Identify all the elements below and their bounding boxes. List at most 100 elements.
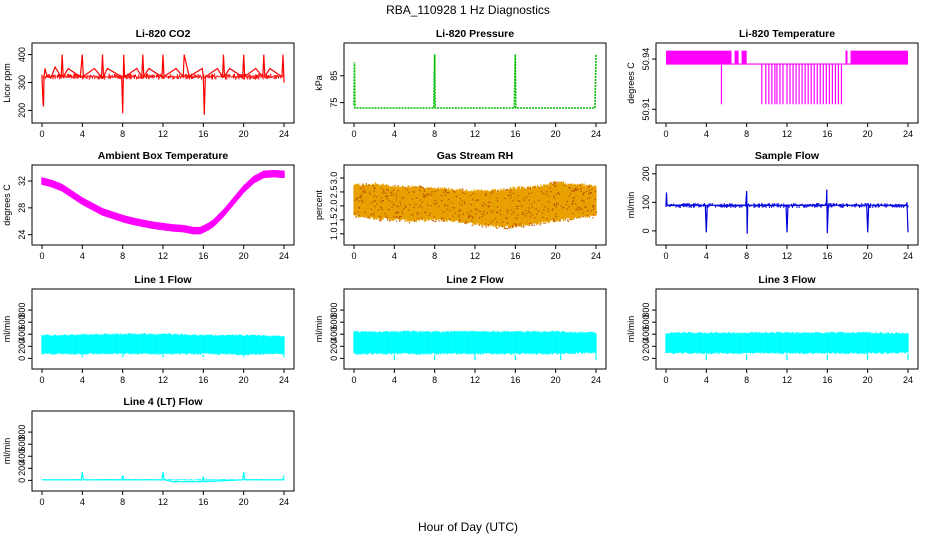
data-point	[586, 198, 589, 200]
data-point	[587, 186, 589, 188]
data-point	[486, 212, 489, 214]
y-axis-label: degrees C	[2, 184, 12, 226]
data-point	[582, 199, 584, 202]
data-point	[531, 206, 533, 208]
data-point	[358, 214, 360, 216]
data-point	[548, 201, 550, 203]
x-tick-label: 24	[903, 129, 913, 139]
data-point	[478, 217, 480, 219]
data-point	[582, 212, 584, 214]
data-point	[452, 190, 455, 192]
data-point	[361, 199, 363, 201]
data-point	[464, 203, 466, 205]
y-tick-label: 800	[329, 303, 339, 318]
data-point	[589, 197, 591, 199]
data-point	[557, 203, 559, 205]
panel-pressure: Li-820 Pressure kPa 0 4 8 12 16 20 24 75 85	[314, 28, 607, 139]
data-point	[413, 206, 415, 209]
x-tick-label: 4	[80, 497, 85, 507]
data-band	[734, 50, 739, 65]
data-point	[576, 189, 578, 191]
x-tick-label: 0	[351, 375, 356, 385]
data-point	[421, 201, 423, 203]
data-point	[518, 224, 521, 226]
data-point	[445, 189, 447, 191]
data-point	[396, 212, 398, 214]
data-point	[535, 208, 537, 210]
x-tick-label: 8	[120, 251, 125, 261]
data-point	[497, 190, 499, 192]
data-point	[501, 225, 503, 227]
y-tick-label: 800	[641, 303, 651, 318]
x-tick-label: 12	[158, 129, 168, 139]
data-point	[523, 226, 525, 228]
data-point	[539, 224, 541, 226]
data-point	[593, 214, 595, 216]
data-point	[584, 206, 586, 208]
data-point	[576, 187, 578, 189]
data-point	[553, 220, 556, 222]
panel-co2: Li-820 CO2 Licor ppm 0 4 8 12 16 20 24 200 300 400	[2, 28, 295, 139]
data-point	[441, 217, 443, 220]
data-point	[542, 216, 544, 219]
data-point	[558, 193, 561, 195]
data-point	[423, 190, 426, 192]
data-point	[533, 186, 536, 189]
data-point	[427, 204, 429, 206]
data-point	[387, 196, 389, 198]
data-point	[424, 211, 426, 213]
data-point	[475, 213, 477, 215]
data-point	[510, 189, 513, 192]
data-point	[555, 204, 558, 206]
y-tick-label: 600	[17, 437, 27, 452]
data-point	[374, 187, 376, 190]
data-point	[358, 207, 360, 209]
data-point	[470, 210, 472, 212]
data-point	[444, 194, 446, 196]
data-point	[361, 188, 363, 190]
data-point	[390, 194, 392, 196]
x-tick-label: 0	[663, 129, 668, 139]
data-point	[464, 192, 466, 195]
data-point	[399, 203, 402, 206]
panel-box_temp: Ambient Box Temperature degrees C 0 4 8 12 16 2…	[2, 150, 295, 261]
data-point	[485, 193, 487, 195]
x-tick-label: 4	[704, 251, 709, 261]
y-axis-label: Licor ppm	[2, 63, 12, 103]
data-point	[458, 210, 460, 212]
data-point	[476, 208, 478, 211]
y-tick-label: 400	[641, 327, 651, 342]
data-point	[481, 226, 483, 228]
data-point	[408, 191, 410, 193]
x-tick-label: 4	[392, 251, 397, 261]
data-point	[522, 225, 524, 227]
data-point	[404, 186, 406, 189]
data-point	[579, 208, 581, 210]
y-tick-label: 600	[641, 315, 651, 330]
y-tick-label: 400	[329, 327, 339, 342]
data-point	[433, 203, 435, 205]
data-point	[409, 204, 411, 206]
data-point	[550, 191, 552, 193]
data-point	[371, 213, 373, 215]
data-point	[479, 211, 481, 213]
data-point	[523, 197, 525, 199]
data-point	[444, 189, 446, 192]
data-point	[490, 210, 492, 212]
data-point	[468, 216, 470, 218]
data-point	[394, 185, 396, 187]
x-tick-label: 16	[198, 251, 208, 261]
data-point	[496, 211, 498, 214]
data-point	[397, 190, 399, 192]
panel-title: Line 3 Flow	[758, 274, 816, 286]
data-point	[380, 206, 382, 208]
data-point	[555, 202, 558, 205]
data-point	[384, 195, 387, 197]
data-point	[517, 194, 519, 197]
data-point	[458, 203, 461, 205]
data-point	[438, 220, 440, 222]
data-point	[560, 205, 562, 207]
data-point	[522, 211, 524, 213]
data-point	[441, 200, 443, 202]
data-point	[403, 197, 405, 199]
